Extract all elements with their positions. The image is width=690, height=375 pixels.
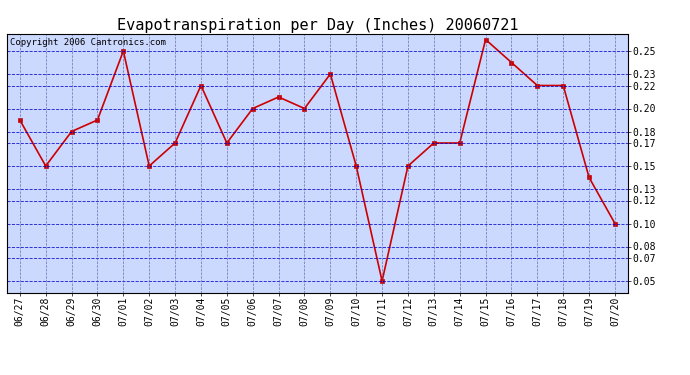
- Text: Copyright 2006 Cantronics.com: Copyright 2006 Cantronics.com: [10, 38, 166, 46]
- Title: Evapotranspiration per Day (Inches) 20060721: Evapotranspiration per Day (Inches) 2006…: [117, 18, 518, 33]
